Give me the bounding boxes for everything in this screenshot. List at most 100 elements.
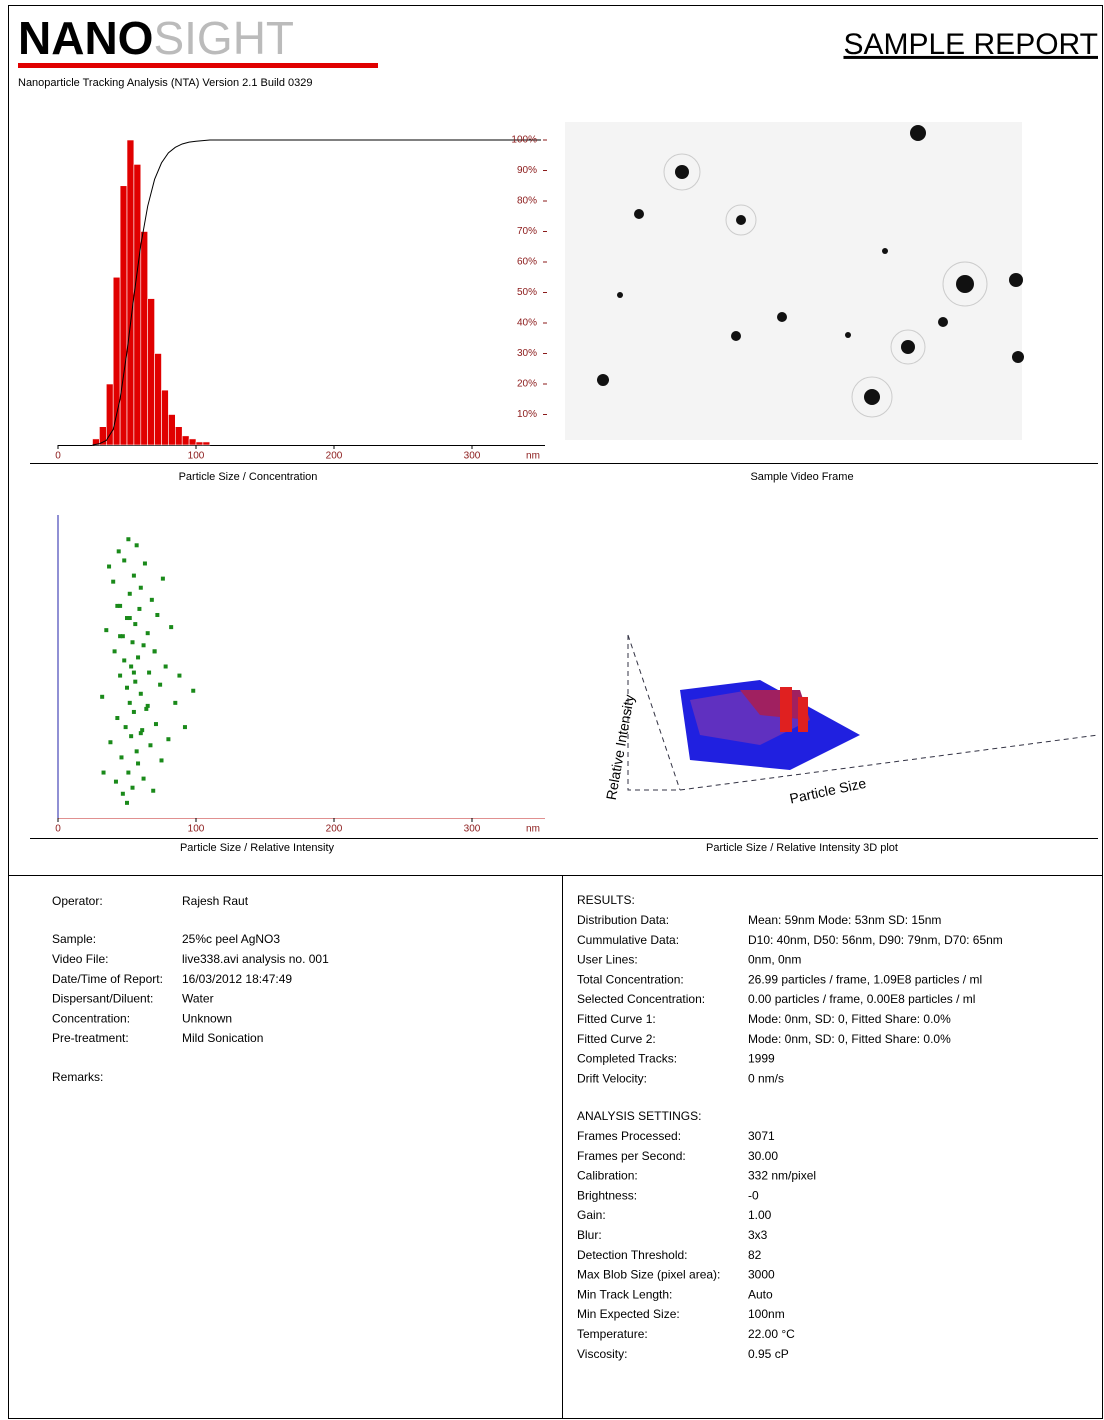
point [146,631,150,635]
bar [127,140,134,445]
y2-tick-label: 10% [517,409,537,420]
bar [203,442,210,445]
point [160,758,164,762]
point [153,649,157,653]
setting-label: Total Concentration: [577,972,684,986]
point [139,692,143,696]
point [151,789,155,793]
setting-label: Viscosity: [577,1347,627,1361]
point [121,792,125,796]
setting-value: 332 nm/pixel [748,1169,816,1183]
point [161,577,165,581]
info-value: 16/03/2012 18:47:49 [182,972,292,986]
info-value: Water [182,992,214,1006]
info-label: Sample: [52,932,96,946]
point [136,761,140,765]
info-value: Unknown [182,1011,232,1025]
plot-3d-x-label: Particle Size [788,775,868,807]
point [126,771,130,775]
point [158,683,162,687]
x-tick-label: 100 [188,824,205,835]
plot-3d-y-label: Relative Intensity [603,693,637,801]
setting-label: Min Expected Size: [577,1307,680,1321]
setting-label: Frames Processed: [577,1129,681,1143]
setting-label: Blur: [577,1228,602,1242]
bar [162,390,169,445]
point [104,628,108,632]
logo-light-text: SIGHT [153,12,294,64]
x-tick-label: 300 [464,824,481,835]
setting-value: 0.00 particles / frame, 0.00E8 particles… [748,992,975,1006]
bar [175,427,182,445]
point [124,725,128,729]
point [122,558,126,562]
x-unit: nm [526,824,540,835]
point [125,686,129,690]
subtitle: Nanoparticle Tracking Analysis (NTA) Ver… [18,77,313,89]
setting-label: Temperature: [577,1327,648,1341]
point [142,777,146,781]
point [113,649,117,653]
bar [155,354,162,446]
setting-label: User Lines: [577,953,638,967]
logo-bold: NANOSIGHT [18,12,294,64]
info-label: Video File: [52,952,108,966]
bar [120,186,127,445]
setting-label: Gain: [577,1208,606,1222]
point [148,743,152,747]
setting-value: 30.00 [748,1149,778,1163]
bar [113,277,120,445]
setting-value: Auto [748,1287,773,1301]
bar [189,439,196,445]
y2-tick-label: 50% [517,287,537,298]
plot-3d-caption: Particle Size / Relative Intensity 3D pl… [706,842,898,854]
info-value: Rajesh Raut [182,894,249,908]
logo-underline [18,63,378,68]
setting-value: Mode: 0nm, SD: 0, Fitted Share: 0.0% [748,1032,951,1046]
video-frame [565,122,1024,440]
setting-label: Min Track Length: [577,1287,672,1301]
setting-value: 26.99 particles / frame, 1.09E8 particle… [748,972,982,986]
x-tick-label: 300 [464,451,481,462]
y2-tick-label: 60% [517,257,537,268]
bar [196,442,203,445]
point [102,771,106,775]
point [155,613,159,617]
plot-3d: Relative Intensity Particle Size [603,635,1098,807]
point [128,592,132,596]
setting-label: Detection Threshold: [577,1248,688,1262]
point [117,549,121,553]
setting-value: 0.95 cP [748,1347,789,1361]
setting-value: 82 [748,1248,762,1262]
chart-caption: Particle Size / Concentration [179,471,318,483]
point [115,716,119,720]
setting-value: 3000 [748,1268,775,1282]
y2-tick-label: 70% [517,226,537,237]
point [107,565,111,569]
x-tick-label: 0 [55,451,61,462]
point [129,734,133,738]
report-page: NANOSIGHT SAMPLE REPORT Nanoparticle Tra… [0,0,1104,1420]
point [126,537,130,541]
point [136,655,140,659]
info-value: 25%c peel AgNO3 [182,932,280,946]
report-title: SAMPLE REPORT [843,28,1098,61]
y2-tick-label: 100% [511,135,537,146]
point [150,598,154,602]
point [114,780,118,784]
point [146,704,150,708]
setting-label: Max Blob Size (pixel area): [577,1268,720,1282]
x-tick-label: 200 [326,451,343,462]
setting-value: Mean: 59nm Mode: 53nm SD: 15nm [748,913,941,927]
point [100,695,104,699]
setting-value: 3x3 [748,1228,768,1242]
setting-label: Drift Velocity: [577,1071,647,1085]
point [177,674,181,678]
point [166,737,170,741]
point [143,561,147,565]
point [147,671,151,675]
info-label: Concentration: [52,1011,130,1025]
setting-value: 1999 [748,1052,775,1066]
info-label: Date/Time of Report: [52,972,163,986]
y2-tick-label: 40% [517,318,537,329]
